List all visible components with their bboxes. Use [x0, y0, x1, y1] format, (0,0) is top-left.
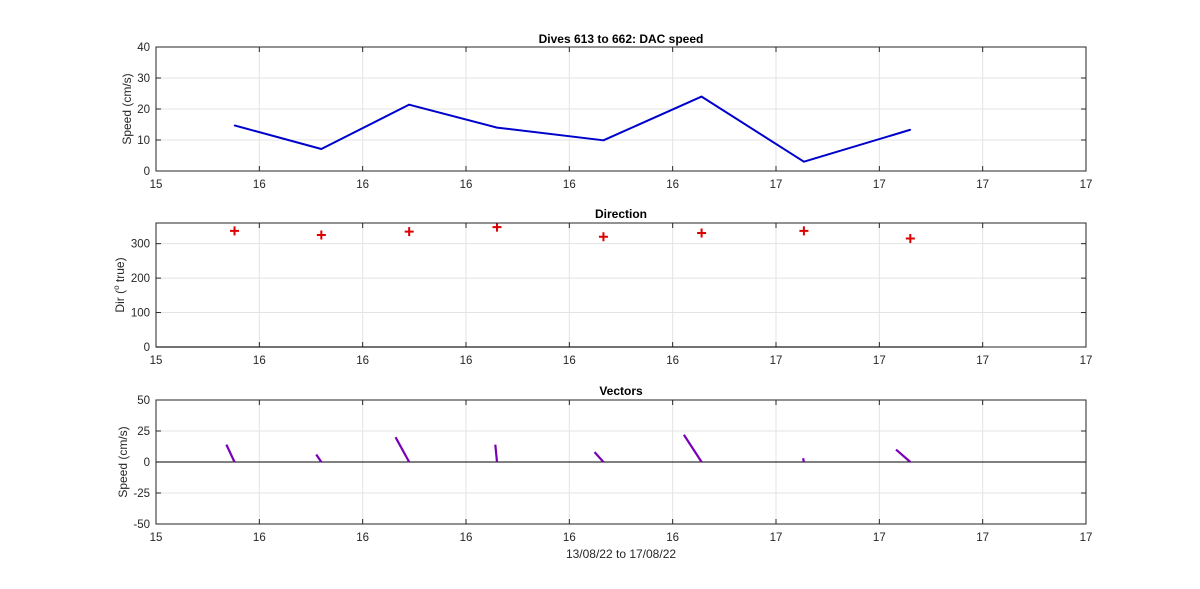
direction-ylabel-prefix: Dir (	[113, 290, 127, 313]
plot-frame	[155, 222, 1087, 348]
x-tick-label: 16	[460, 532, 473, 544]
current-vector	[802, 458, 805, 463]
speed-data-point	[496, 126, 498, 129]
direction-panel-title: Direction	[595, 207, 647, 221]
plot-frame	[155, 399, 1087, 525]
y-tick-label: -25	[133, 488, 150, 500]
current-vector	[394, 436, 411, 463]
y-tick-label: 30	[137, 73, 150, 85]
plot-frame	[155, 46, 1087, 172]
direction-marker	[697, 228, 707, 238]
speed-data-point	[233, 124, 236, 127]
direction-marker	[404, 227, 414, 237]
y-tick-label: 100	[131, 308, 150, 320]
direction-panel-ylabel: Dir (o true)	[112, 257, 127, 312]
x-tick-label: 17	[976, 355, 989, 367]
x-tick-label: 16	[356, 179, 369, 191]
y-tick-label: 50	[137, 395, 150, 407]
x-tick-label: 16	[460, 355, 473, 367]
x-tick-label: 15	[150, 355, 163, 367]
speed-panel-ylabel: Speed (cm/s)	[120, 73, 134, 144]
y-tick-label: -50	[133, 519, 150, 531]
direction-marker	[905, 234, 915, 243]
speed-data-point	[700, 95, 703, 98]
y-tick-label: 200	[131, 273, 150, 285]
direction-marker	[799, 226, 809, 236]
y-tick-label: 10	[137, 135, 150, 147]
direction-ylabel-suffix: true)	[113, 257, 127, 285]
direction-marker	[316, 230, 326, 240]
direction-marker	[230, 226, 240, 236]
speed-data-point	[803, 160, 805, 163]
direction-ylabel-degree: o	[112, 285, 121, 290]
x-tick-label: 15	[150, 179, 163, 191]
vectors-panel-xlabel: 13/08/22 to 17/08/22	[566, 547, 676, 561]
x-tick-label: 17	[976, 532, 989, 544]
direction-panel-plot: 15 16 16 16 16 16 17 17 17 17 0 100 200 300	[131, 222, 1093, 367]
current-vector	[895, 448, 912, 463]
speed-series-line	[234, 95, 911, 163]
vectors-panel-ylabel: Speed (cm/s)	[116, 426, 130, 497]
y-tick-label: 40	[137, 42, 150, 54]
y-tick-label: 20	[137, 104, 150, 116]
vectors-panel-plot: 15 16 16 16 16 16 17 17 17 17 -50 -25 0 25 50	[133, 395, 1092, 544]
x-tick-label: 16	[563, 355, 576, 367]
x-tick-label: 17	[873, 532, 886, 544]
x-tick-label: 16	[563, 532, 576, 544]
current-vector	[315, 453, 323, 463]
direction-marker	[598, 232, 608, 242]
current-vector	[593, 451, 605, 463]
direction-panel: Direction Dir (o true) 15 16 16 16 16 16 17 17 1…	[112, 207, 1092, 367]
current-vector	[225, 444, 236, 463]
speed-panel-title: Dives 613 to 662: DAC speed	[539, 32, 704, 46]
x-tick-label: 17	[1080, 355, 1093, 367]
x-tick-label: 17	[873, 355, 886, 367]
vectors-panel: Vectors Speed (cm/s) 13/08/22 to 17/08/2…	[116, 384, 1092, 561]
x-tick-label: 16	[356, 532, 369, 544]
y-tick-label: 0	[144, 457, 150, 469]
x-tick-label: 16	[460, 179, 473, 191]
x-tick-label: 16	[253, 179, 266, 191]
x-tick-label: 17	[1080, 179, 1093, 191]
speed-panel: Dives 613 to 662: DAC speed Speed (cm/s)…	[120, 32, 1092, 191]
plot-area	[156, 223, 1086, 347]
speed-panel-plot: 15 16 16 16 16 16 17 17 17 17 0 10 20 30 40	[137, 42, 1092, 191]
x-tick-label: 17	[770, 355, 783, 367]
speed-data-point	[602, 139, 605, 142]
x-tick-label: 17	[873, 179, 886, 191]
speed-data-point	[408, 103, 410, 106]
x-tick-label: 16	[253, 355, 266, 367]
x-tick-label: 16	[666, 532, 679, 544]
current-vector	[682, 434, 703, 463]
x-tick-label: 16	[563, 179, 576, 191]
x-tick-label: 17	[770, 179, 783, 191]
y-tick-label: 0	[144, 342, 150, 354]
speed-data-point	[320, 148, 323, 150]
x-tick-label: 16	[666, 179, 679, 191]
x-tick-label: 16	[356, 355, 369, 367]
direction-marker	[492, 222, 502, 232]
current-vector	[494, 444, 499, 463]
speed-data-point	[909, 128, 912, 131]
y-tick-label: 0	[144, 166, 150, 178]
x-tick-label: 16	[253, 532, 266, 544]
x-tick-label: 17	[770, 532, 783, 544]
y-tick-label: 25	[137, 426, 150, 438]
vectors-panel-title: Vectors	[599, 384, 643, 398]
x-tick-label: 15	[150, 532, 163, 544]
x-tick-label: 17	[1080, 532, 1093, 544]
y-tick-label: 300	[131, 239, 150, 251]
x-tick-label: 17	[976, 179, 989, 191]
x-tick-label: 16	[666, 355, 679, 367]
